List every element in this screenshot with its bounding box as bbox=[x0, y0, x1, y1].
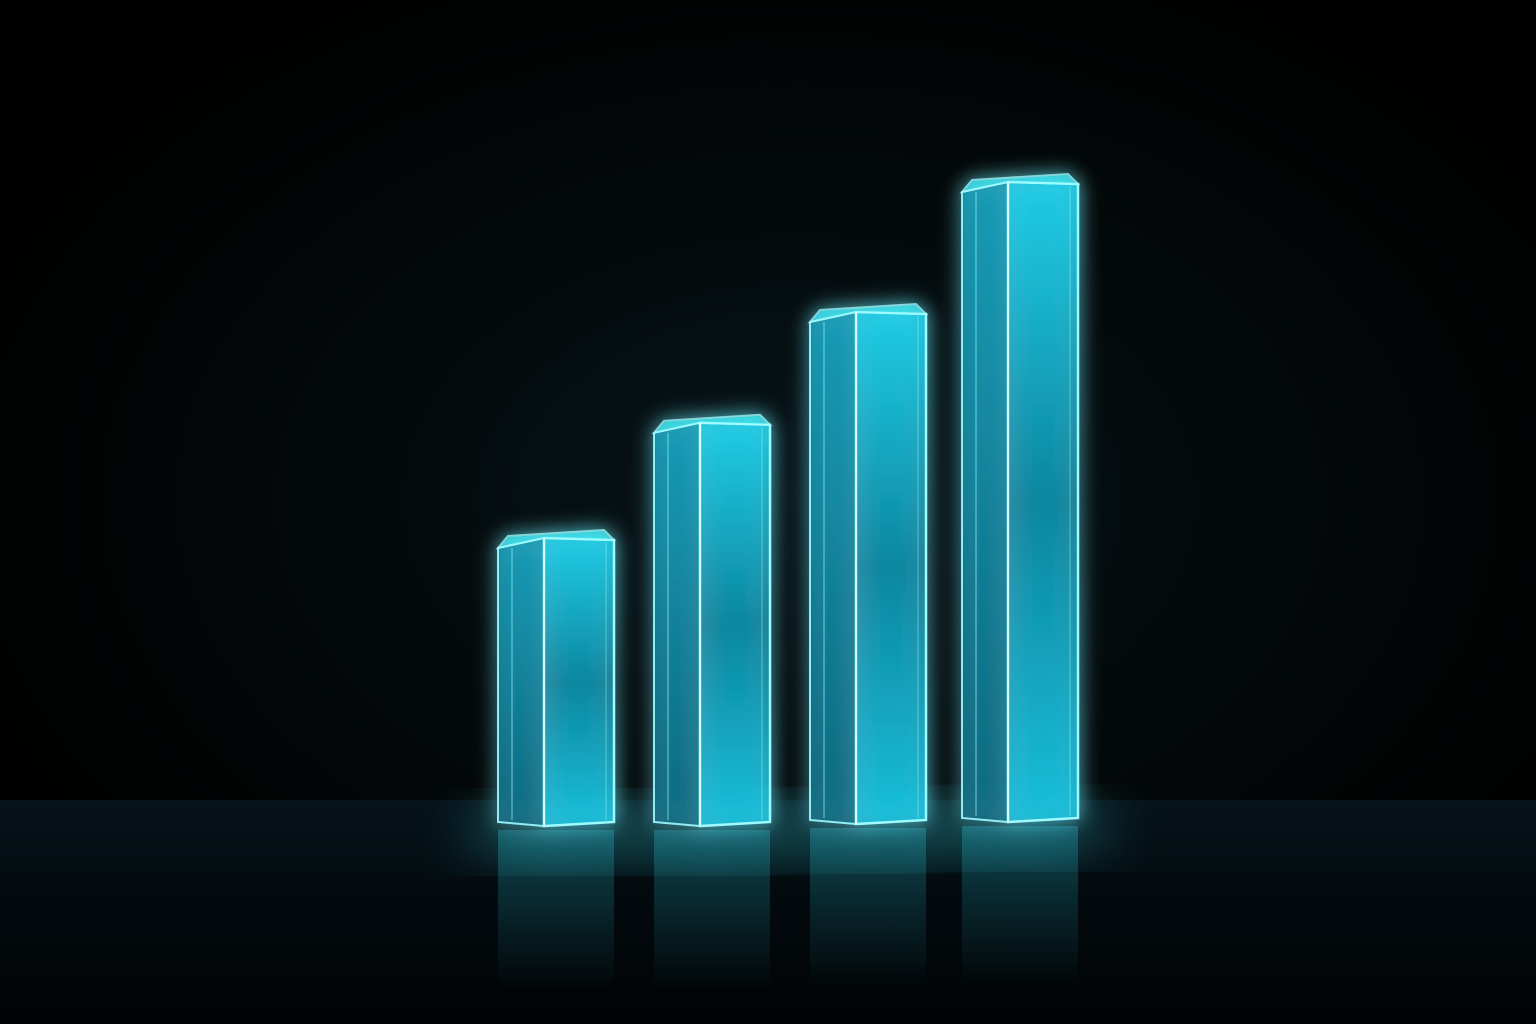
glowing-bar bbox=[773, 302, 963, 988]
glowing-bar bbox=[617, 413, 807, 990]
glowing-bar bbox=[925, 172, 1115, 986]
glowing-bar bbox=[461, 528, 651, 990]
